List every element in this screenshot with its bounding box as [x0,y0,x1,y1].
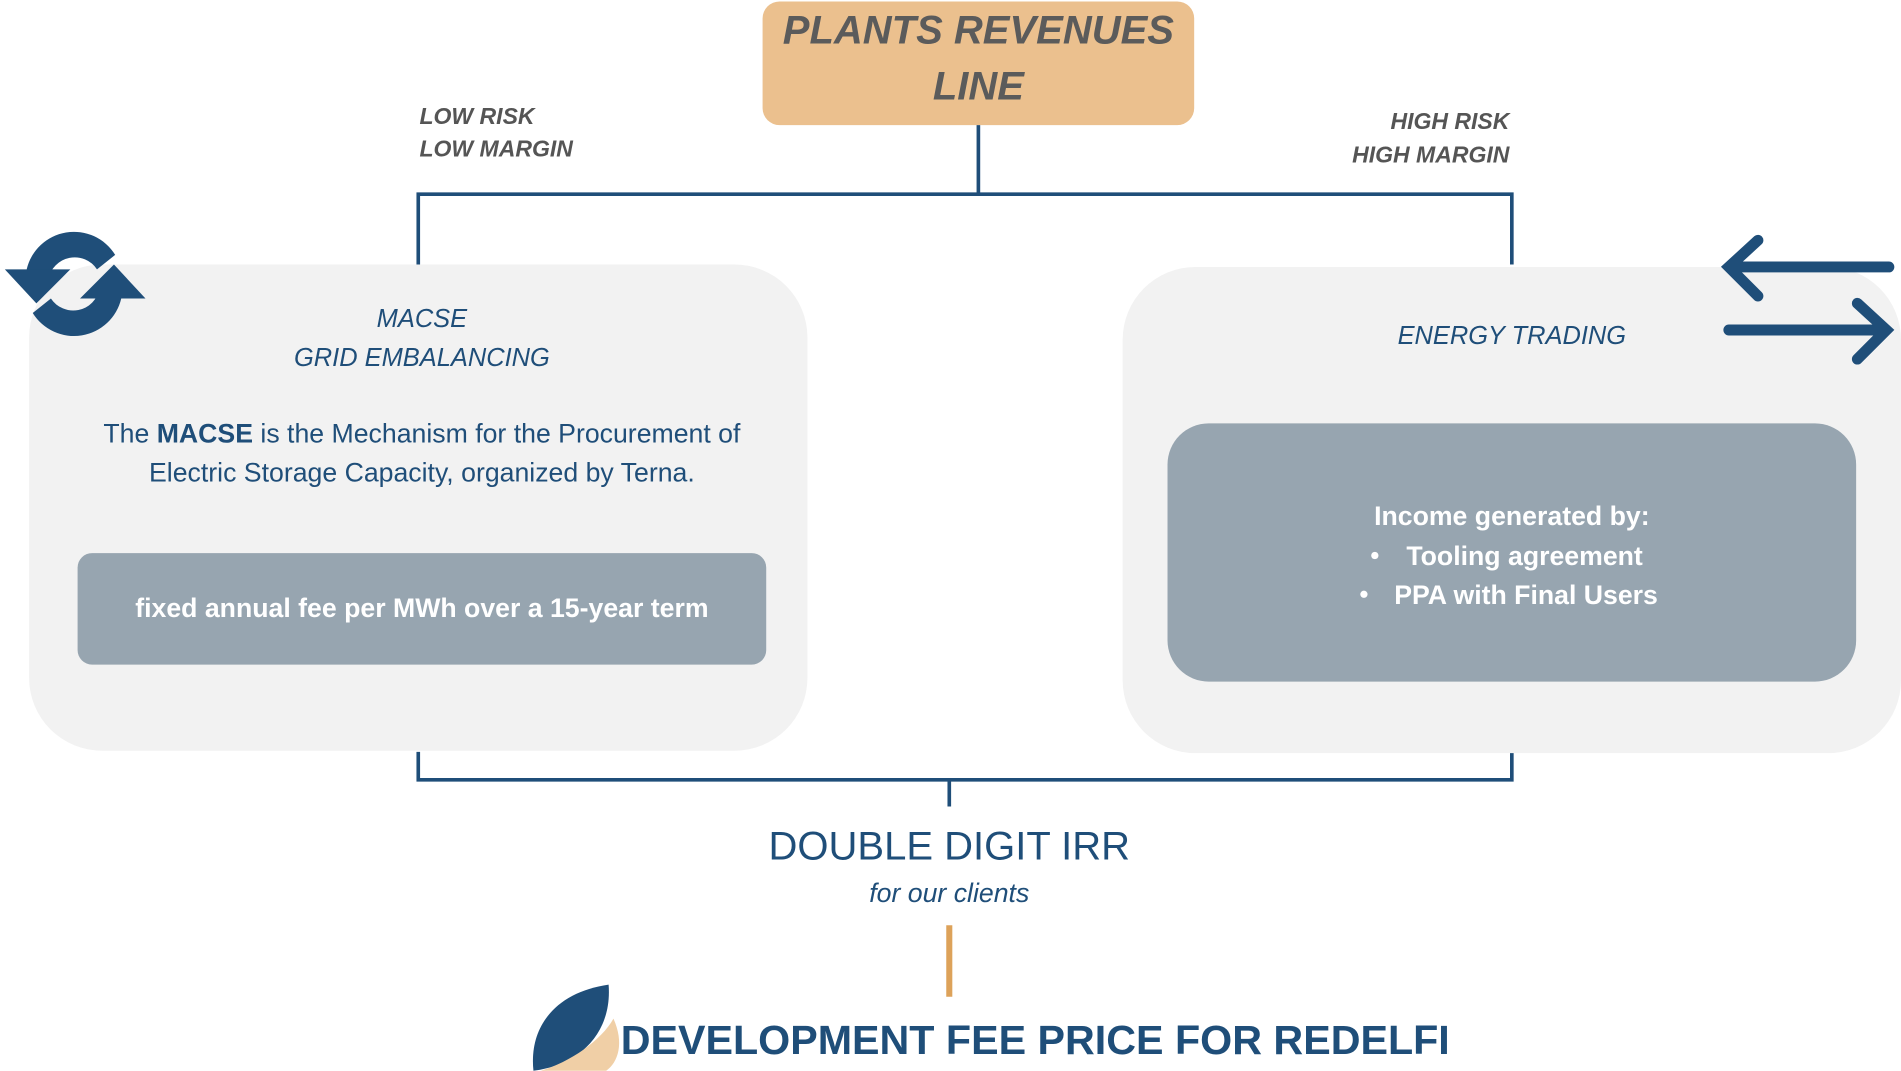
description: The MACSE is the Mechanism for the Procu… [103,419,741,449]
detail-box [77,553,767,665]
exchange-icon [1720,234,1895,365]
footer-title: DEVELOPMENT FEE PRICE FOR REDELFI [621,1017,1450,1063]
detail-item: PPA with Final Users [1394,580,1658,610]
connector [416,751,1514,807]
risk-label: HIGH RISK [1390,108,1511,134]
panel-heading: ENERGY TRADING [1398,322,1627,350]
description-text: The [103,419,149,449]
detail-box [1167,423,1857,682]
detail-item: Tooling agreement [1406,541,1643,571]
connector [416,125,1514,265]
panel-heading: GRID EMBALANCING [294,344,550,372]
logo-leaf [532,984,609,1071]
refresh-icon [4,231,146,337]
title-box [762,1,1195,126]
bullet [1360,590,1368,598]
risk-label: HIGH MARGIN [1352,142,1511,168]
description: Electric Storage Capacity, organized by … [149,457,695,487]
bullet [1371,551,1379,560]
risk-label: LOW RISK [419,103,536,129]
title-line: LINE [933,64,1025,108]
logo-leaf [540,1018,620,1071]
description-text: is the Mechanism for the Procurement of [260,419,741,449]
detail-title: Income generated by: [1374,501,1650,531]
result-title: DOUBLE DIGIT IRR [769,824,1131,868]
panel-heading: MACSE [377,305,468,333]
title-line: PLANTS REVENUES [783,9,1174,53]
risk-label: LOW MARGIN [419,136,574,162]
left-panel [29,264,808,751]
description-bold: MACSE [157,419,253,449]
result-subtitle: for our clients [869,878,1029,908]
detail-text: fixed annual fee per MWh over a 15-year … [135,593,708,623]
